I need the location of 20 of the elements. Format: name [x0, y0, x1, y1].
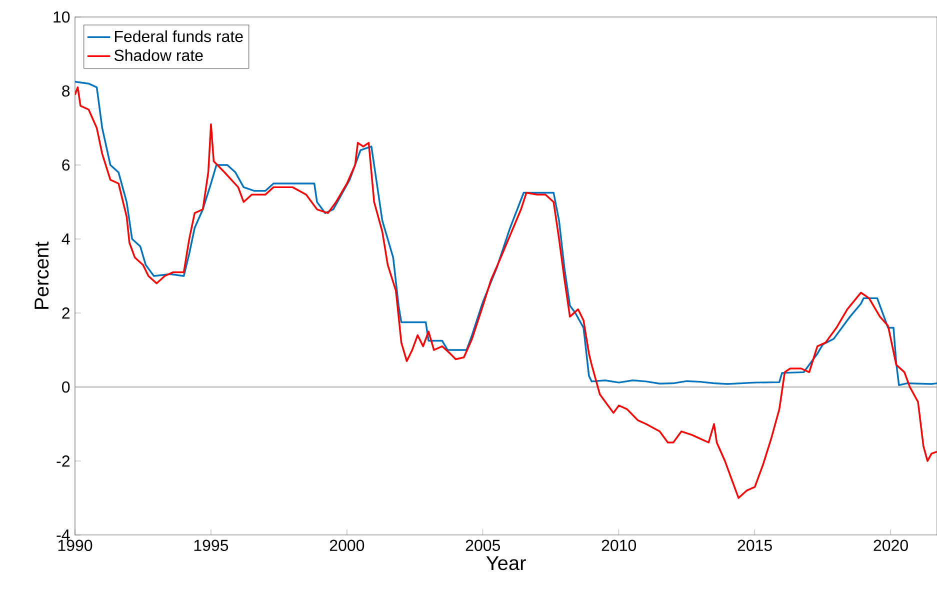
x-tick-label: 2015 [738, 540, 772, 552]
y-tick-label: 0 [62, 381, 70, 393]
line-series [75, 86, 937, 499]
legend-label: Shadow rate [114, 49, 203, 62]
legend-label: Federal funds rate [115, 30, 243, 42]
x-tick-label: 1995 [194, 540, 228, 552]
x-tick-label: 1990 [58, 540, 92, 552]
y-tick-label: 10 [54, 11, 70, 23]
y-tick-label: 6 [62, 159, 70, 171]
x-tick-label: 2020 [874, 540, 908, 552]
y-tick-label: -2 [56, 455, 70, 467]
y-tick-label: 8 [62, 85, 70, 97]
y-axis-title: Percent [34, 242, 49, 309]
y-tick-label: -4 [56, 530, 70, 541]
y-tick-label: 2 [62, 307, 70, 319]
x-tick-label: 2005 [466, 540, 500, 552]
x-tick-label: 2000 [330, 540, 364, 552]
x-tick-label: 2010 [602, 540, 636, 552]
y-tick-label: 4 [62, 234, 70, 244]
x-axis-title: Year [486, 556, 526, 570]
